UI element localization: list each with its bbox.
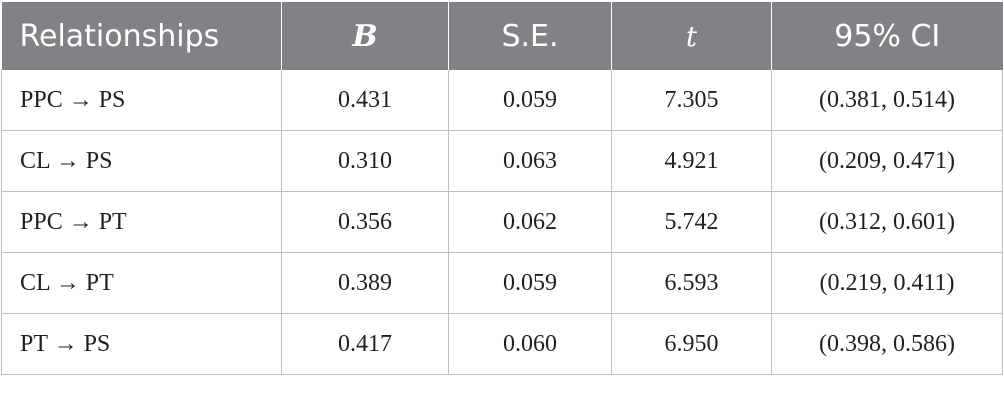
b-cell: 0.356 (281, 191, 449, 253)
b-cell: 0.310 (281, 130, 449, 192)
se-cell: 0.062 (448, 191, 612, 253)
relationship-cell: PPC → PT (1, 191, 282, 253)
table-row: PPC → PS 0.431 0.059 7.305 (0.381, 0.514… (1, 70, 1003, 131)
ci-cell: (0.398, 0.586) (771, 313, 1003, 375)
table-row: PT → PS 0.417 0.060 6.950 (0.398, 0.586) (1, 313, 1003, 375)
table-body: PPC → PS 0.431 0.059 7.305 (0.381, 0.514… (1, 70, 1003, 375)
t-cell: 7.305 (611, 70, 772, 131)
se-cell: 0.059 (448, 252, 612, 314)
t-cell: 4.921 (611, 130, 772, 192)
table-row: PPC → PT 0.356 0.062 5.742 (0.312, 0.601… (1, 191, 1003, 253)
relationship-cell: PT → PS (1, 313, 282, 375)
table-row: CL → PS 0.310 0.063 4.921 (0.209, 0.471) (1, 130, 1003, 192)
ci-cell: (0.209, 0.471) (771, 130, 1003, 192)
header-b: B (281, 2, 449, 70)
relationship-cell: CL → PS (1, 130, 282, 192)
se-cell: 0.060 (448, 313, 612, 375)
ci-cell: (0.381, 0.514) (771, 70, 1003, 131)
header-se: S.E. (448, 2, 612, 70)
relationship-cell: CL → PT (1, 252, 282, 314)
b-cell: 0.417 (281, 313, 449, 375)
t-cell: 6.593 (611, 252, 772, 314)
se-cell: 0.063 (448, 130, 612, 192)
header-relationships: Relationships (1, 2, 282, 70)
table-row: CL → PT 0.389 0.059 6.593 (0.219, 0.411) (1, 252, 1003, 314)
b-cell: 0.431 (281, 70, 449, 131)
table-header: Relationships B S.E. t 95% CI (1, 2, 1003, 70)
relationship-cell: PPC → PS (1, 70, 282, 131)
b-cell: 0.389 (281, 252, 449, 314)
t-cell: 5.742 (611, 191, 772, 253)
ci-cell: (0.219, 0.411) (771, 252, 1003, 314)
se-cell: 0.059 (448, 70, 612, 131)
t-cell: 6.950 (611, 313, 772, 375)
ci-cell: (0.312, 0.601) (771, 191, 1003, 253)
header-t: t (611, 2, 772, 70)
results-table: Relationships B S.E. t 95% CI PPC → PS 0… (1, 2, 1003, 375)
header-ci: 95% CI (771, 2, 1003, 70)
header-row: Relationships B S.E. t 95% CI (1, 2, 1003, 70)
